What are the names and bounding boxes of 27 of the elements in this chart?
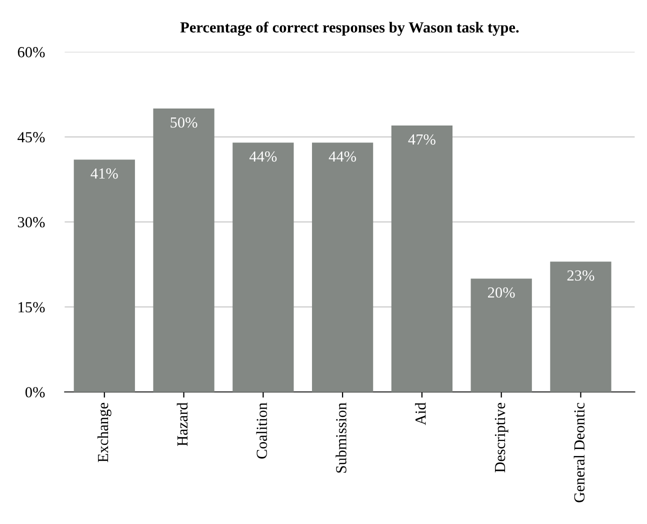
x-tick-label: Coalition <box>256 402 267 459</box>
data-label: 20% <box>488 287 515 298</box>
data-label: 44% <box>249 151 277 162</box>
data-label: 50% <box>170 117 198 128</box>
x-tick-label: Aid <box>415 402 426 426</box>
y-tick-label: 30% <box>18 217 45 228</box>
data-label: 41% <box>90 168 118 179</box>
data-label: 23% <box>567 270 594 281</box>
bar <box>470 278 532 392</box>
x-tick-label: General Deontic <box>574 402 585 502</box>
chart-title: Percentage of correct responses by Wason task type. <box>180 22 519 36</box>
data-label: 47% <box>408 134 436 145</box>
bar <box>391 126 453 392</box>
y-tick-label: 45% <box>18 132 45 142</box>
bar <box>312 142 374 392</box>
data-label: 44% <box>328 151 356 162</box>
bar <box>74 160 135 392</box>
bar <box>232 142 294 392</box>
y-tick-label: 15% <box>18 302 45 312</box>
y-tick-label: 0% <box>25 387 45 398</box>
x-tick-label: Submission <box>336 402 346 473</box>
y-tick-label: 60% <box>18 47 45 58</box>
bar <box>153 108 214 392</box>
x-tick-label: Hazard <box>176 402 188 446</box>
x-tick-label: Descriptive <box>494 402 508 472</box>
bar <box>550 262 612 392</box>
x-tick-label: Exchange <box>97 402 112 462</box>
